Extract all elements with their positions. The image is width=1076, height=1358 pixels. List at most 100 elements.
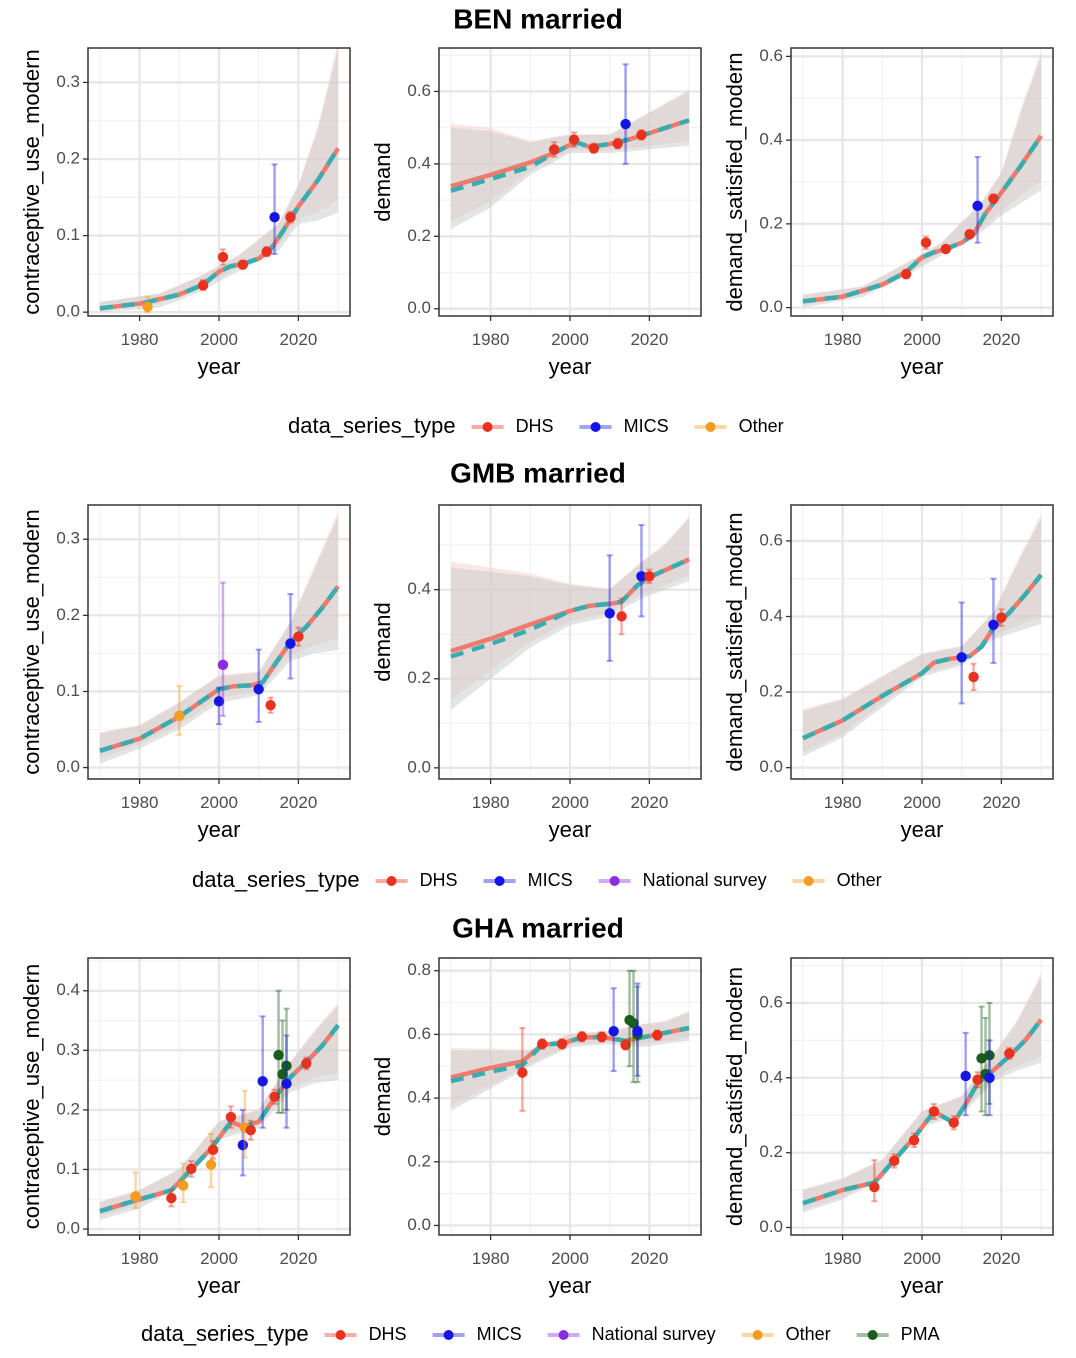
data-point (217, 659, 229, 671)
y-tick-label: 0.2 (56, 1099, 80, 1118)
panel-plot-area (791, 505, 1053, 779)
x-tick-label: 2020 (982, 793, 1020, 812)
y-tick-label: 0.0 (56, 757, 80, 776)
data-point (285, 212, 296, 223)
y-tick-label: 0.0 (407, 1215, 431, 1234)
legend-label: National survey (643, 870, 767, 890)
data-point (920, 237, 932, 248)
data-point (869, 1181, 880, 1193)
data-point (217, 251, 229, 263)
panel-1-0: 1980 2000 2020 year 0.0 0.1 0.2 0.3 contraceptiv… (19, 504, 351, 842)
x-tick-label: 2020 (279, 1249, 317, 1268)
x-tick-label: 2020 (630, 330, 668, 349)
legend-item: MICS (483, 870, 573, 890)
y-tick-label: 0.2 (759, 213, 783, 232)
legend-label: DHS (420, 870, 458, 890)
data-point (616, 611, 627, 622)
y-tick-label: 0.4 (56, 980, 80, 999)
data-point (166, 1192, 177, 1204)
legend-title: data_series_type (141, 1321, 309, 1346)
x-tick-label: 2000 (200, 793, 238, 812)
y-tick-label: 0.0 (56, 1219, 80, 1238)
data-point (261, 246, 272, 257)
legend-label: MICS (624, 416, 669, 436)
legend-item: National survey (598, 870, 767, 890)
legend-item: MICS (432, 1324, 522, 1344)
x-tick-label: 1980 (824, 1249, 862, 1268)
data-point (277, 1068, 288, 1080)
y-tick-label: 0.4 (759, 130, 783, 149)
data-point (186, 1163, 197, 1175)
x-axis-title: year (901, 354, 944, 379)
data-point (620, 118, 631, 130)
legend-key-point (590, 422, 601, 432)
panel-2-2: 1980 2000 2020 year 0.0 0.2 0.4 0.6 demand_satis… (722, 957, 1054, 1298)
y-tick-label: 0.0 (759, 1217, 783, 1236)
data-point (632, 1026, 643, 1037)
data-point (207, 1144, 219, 1156)
y-tick-label: 0.6 (759, 46, 783, 65)
data-point (652, 1029, 663, 1041)
y-axis-title: demand_satisfied_modern (722, 512, 747, 771)
y-tick-label: 0.3 (56, 72, 80, 91)
x-tick-label: 1980 (121, 793, 159, 812)
legend-label: DHS (369, 1324, 407, 1344)
legend-title: data_series_type (192, 867, 360, 892)
data-point (988, 193, 999, 204)
panel-0-2: 1980 2000 2020 year 0.0 0.2 0.4 0.6 demand_satis… (722, 46, 1054, 379)
y-tick-label: 0.6 (759, 530, 783, 549)
data-point (972, 200, 983, 212)
data-point (293, 631, 304, 642)
legend-key-point (867, 1330, 878, 1340)
y-tick-label: 0.0 (407, 757, 431, 776)
legend-item: Other (694, 416, 784, 436)
legend: data_series_type DHS MICS Other (288, 413, 784, 438)
x-tick-label: 2020 (982, 330, 1020, 349)
data-point (596, 1031, 607, 1043)
x-tick-label: 2000 (200, 330, 238, 349)
y-tick-label: 0.1 (56, 225, 80, 244)
data-point (197, 280, 209, 291)
data-point (285, 638, 296, 649)
data-point (628, 1018, 639, 1029)
y-axis-title: contraceptive_use_modern (19, 509, 44, 774)
data-point (281, 1060, 292, 1072)
x-tick-label: 2000 (903, 793, 941, 812)
y-tick-label: 0.4 (759, 606, 783, 625)
uncertainty-ribbon (99, 48, 339, 313)
legend-key-point (803, 876, 814, 886)
legend: data_series_type DHS MICS National survey Ot… (192, 867, 882, 892)
y-tick-label: 0.2 (759, 1142, 783, 1161)
x-tick-label: 2000 (551, 1249, 589, 1268)
panel-2-1: 1980 2000 2020 year 0.0 0.2 0.4 0.6 0.8 demand (370, 957, 702, 1298)
data-point (269, 1091, 280, 1102)
x-axis-title: year (198, 817, 241, 842)
legend-title: data_series_type (288, 413, 456, 438)
x-axis-title: year (901, 1273, 944, 1298)
chart-group-0: BEN married 1980 2000 2020 year 0.0 0.1 0.2 0.3 c… (19, 3, 1054, 438)
x-tick-label: 1980 (472, 1249, 510, 1268)
legend-label: PMA (901, 1324, 940, 1344)
data-point (537, 1038, 548, 1050)
y-axis-title: contraceptive_use_modern (19, 49, 44, 314)
legend-item: DHS (471, 416, 554, 436)
legend-key-point (705, 422, 716, 432)
x-tick-label: 1980 (472, 330, 510, 349)
y-tick-label: 0.0 (407, 298, 431, 317)
uncertainty-ribbon (802, 518, 1042, 757)
x-tick-label: 1980 (121, 330, 159, 349)
y-axis-title: demand (370, 1057, 395, 1137)
legend-key-point (386, 876, 397, 886)
y-tick-label: 0.2 (759, 682, 783, 701)
panel-plot-area (439, 505, 701, 779)
data-point (205, 1159, 217, 1170)
data-point (620, 1039, 631, 1051)
data-point (273, 1049, 284, 1061)
data-point (996, 612, 1007, 623)
data-point (517, 1067, 528, 1078)
x-tick-label: 1980 (824, 330, 862, 349)
x-tick-label: 2020 (279, 330, 317, 349)
x-tick-label: 2000 (200, 1249, 238, 1268)
y-tick-label: 0.2 (56, 605, 80, 624)
